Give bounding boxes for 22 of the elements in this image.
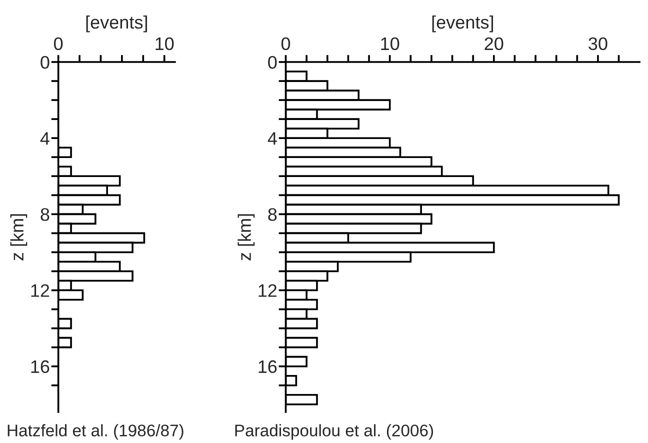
y-tick-label: 4	[40, 132, 50, 145]
y-tick-label: 8	[40, 208, 50, 221]
y-axis-title: z [km]	[10, 214, 28, 260]
y-tick-label: 16	[31, 360, 50, 374]
y-tick-label: 16	[258, 360, 277, 374]
text: Paradispoulou et al. (2006)	[235, 424, 434, 440]
x-tick-label: 10	[381, 37, 400, 50]
x-tick-label: 10	[156, 37, 174, 50]
y-tick-label: 12	[31, 284, 50, 297]
text: Hatzfeld et al. (1986/87)	[8, 424, 184, 440]
y-tick-label: 8	[268, 208, 277, 221]
x-tick-label: 30	[588, 37, 608, 50]
x-axis-title: [events]	[432, 15, 493, 32]
y-tick-label: 0	[40, 56, 50, 69]
y-axis-title: z [km]	[238, 214, 255, 260]
y-tick-label: 12	[258, 284, 277, 297]
y-tick-label: 4	[268, 132, 277, 145]
y-tick-label: 0	[268, 56, 277, 69]
x-tick-label: 0	[281, 37, 290, 50]
x-tick-label: 0	[54, 37, 63, 50]
x-axis-title: [events]	[86, 15, 147, 32]
x-tick-label: 20	[484, 37, 504, 50]
